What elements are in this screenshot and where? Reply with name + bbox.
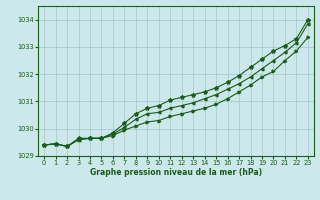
X-axis label: Graphe pression niveau de la mer (hPa): Graphe pression niveau de la mer (hPa) xyxy=(90,168,262,177)
